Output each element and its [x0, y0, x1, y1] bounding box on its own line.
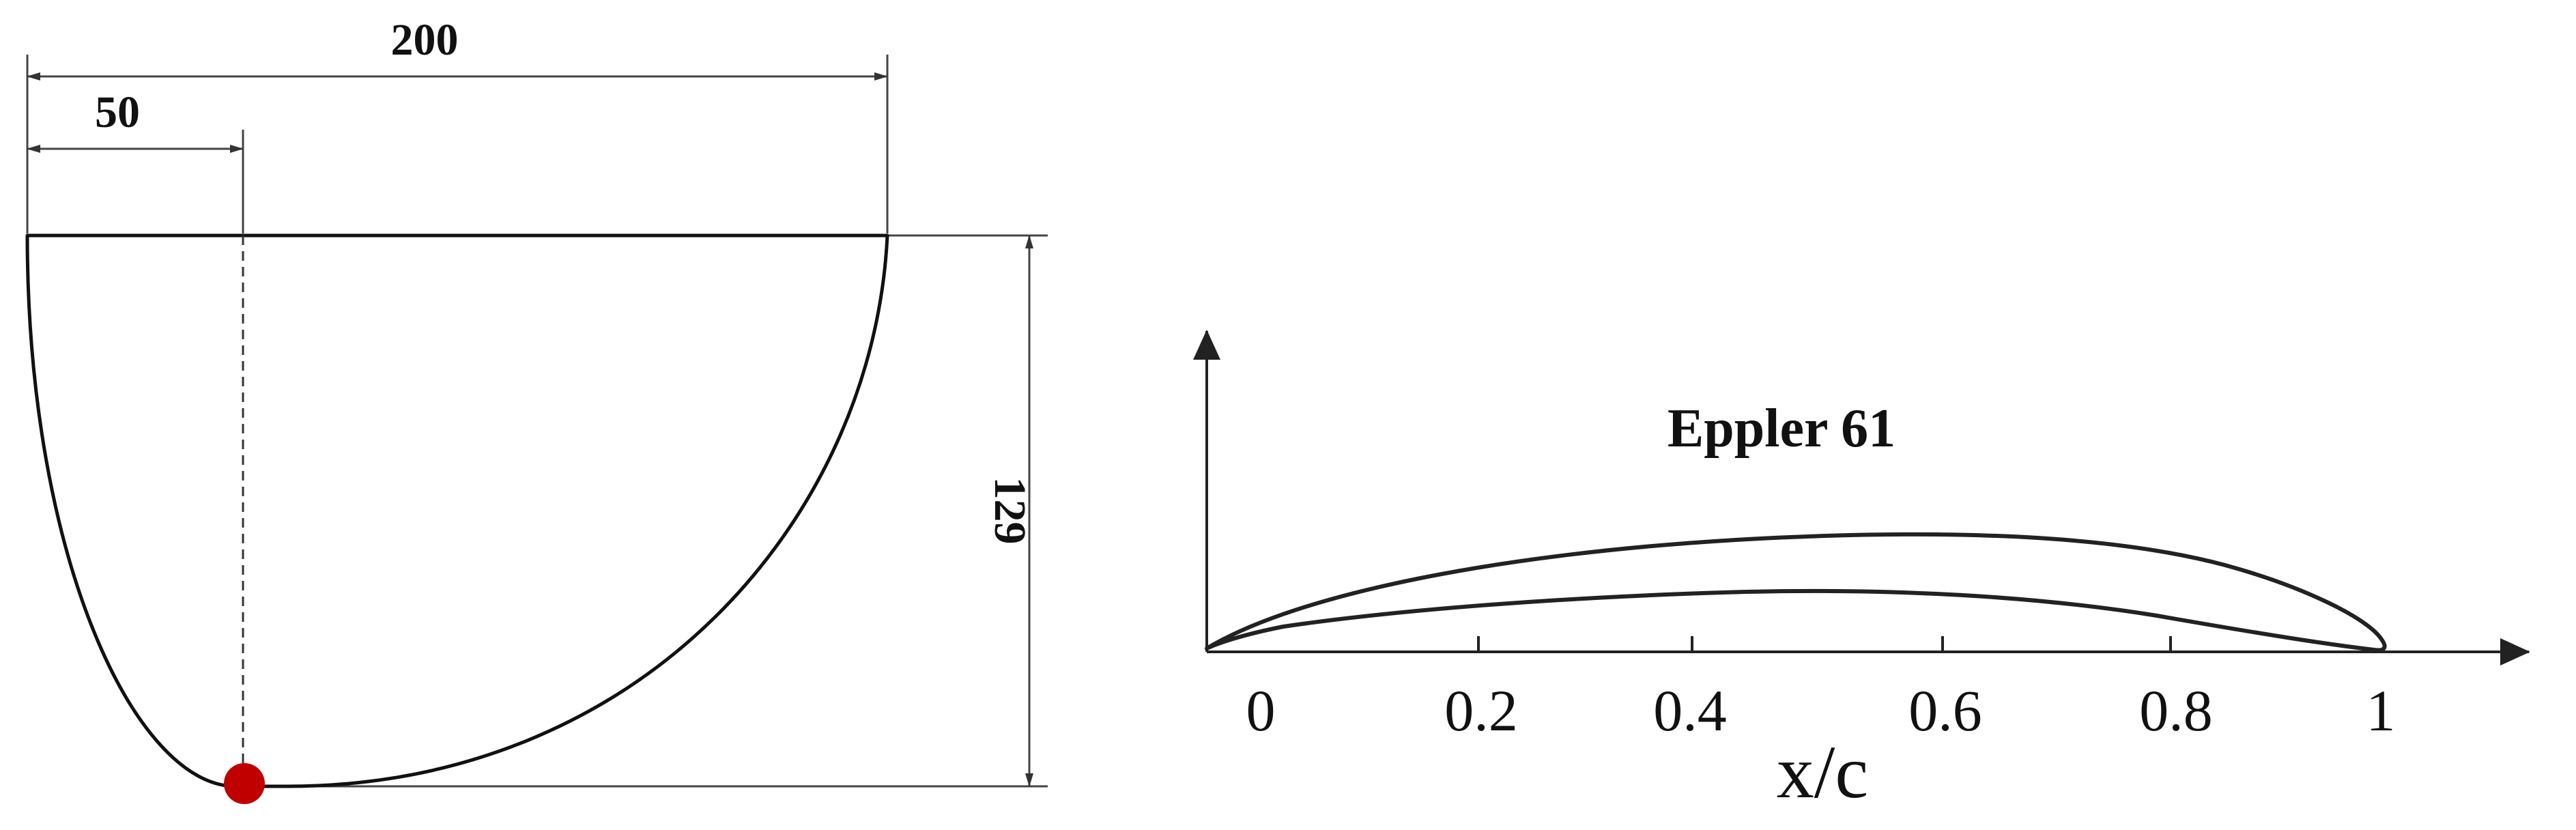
- airfoil-diagram: 0 0.2 0.4 0.6 0.8 1 x/c Eppler 61: [1193, 330, 2530, 814]
- x-axis-tick-labels: 0 0.2 0.4 0.6 0.8 1: [1246, 678, 2396, 743]
- tick-label: 0.4: [1653, 678, 1727, 743]
- tick-label: 0.8: [2139, 678, 2213, 743]
- pivot-dimension-label: 50: [95, 87, 140, 137]
- span-dimension-label: 200: [391, 15, 459, 65]
- x-axis-label: x/c: [1777, 730, 1868, 814]
- tick-label: 0: [1246, 678, 1276, 743]
- wing-planform-diagram: 200 50 129: [25, 15, 1048, 804]
- chord-dimension-label: 129: [985, 477, 1035, 545]
- wing-outline: [25, 233, 889, 788]
- tick-label: 1: [2366, 678, 2396, 743]
- pivot-marker: [224, 763, 265, 804]
- x-axis-ticks: [1477, 636, 2172, 652]
- tick-label: 0.2: [1444, 678, 1518, 743]
- airfoil-outline: [1205, 532, 2387, 653]
- tick-label: 0.6: [1908, 678, 1982, 743]
- airfoil-title: Eppler 61: [1668, 399, 1895, 459]
